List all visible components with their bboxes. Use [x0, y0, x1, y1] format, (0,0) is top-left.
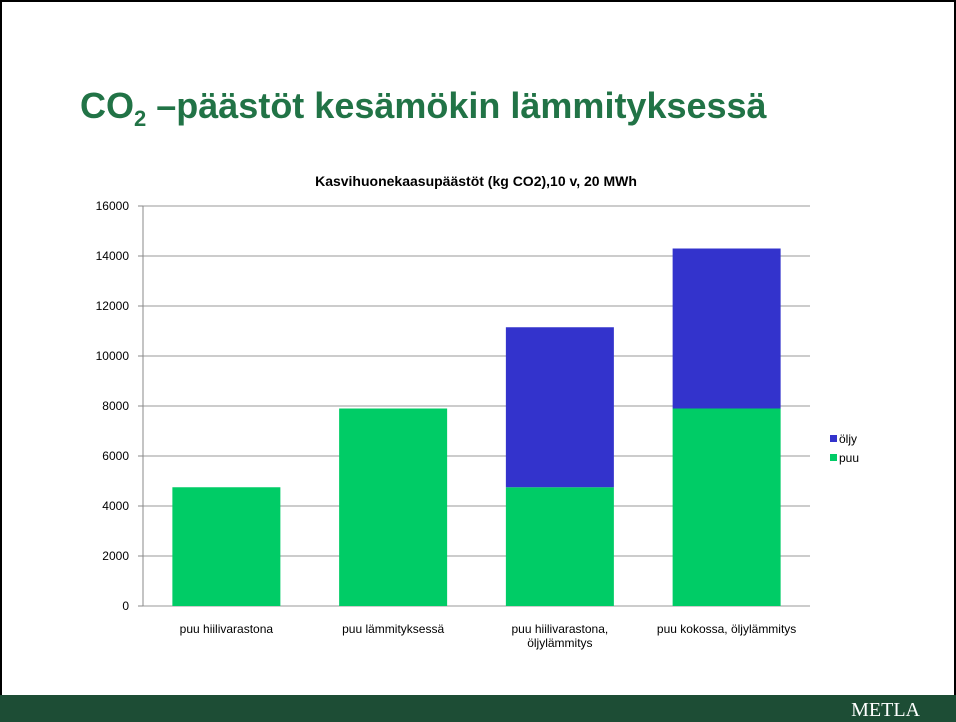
bar-segment — [672, 408, 781, 606]
legend-label: puu — [839, 451, 859, 465]
slide-title: CO2 –päästöt kesämökin lämmityksessä — [80, 85, 768, 131]
y-tick-label: 6000 — [102, 449, 129, 463]
x-tick-label: puu lämmityksessä — [342, 622, 445, 636]
x-tick-label: puu hiilivarastona — [179, 622, 274, 636]
bar-segment — [172, 487, 281, 606]
legend-swatch — [830, 435, 837, 442]
x-tick-label: puu hiilivarastona, öljylämmitys — [511, 622, 609, 650]
y-tick-label: 2000 — [102, 549, 129, 563]
y-tick-label: 16000 — [96, 199, 130, 213]
bar-segment — [505, 327, 614, 488]
bar-segment — [339, 408, 448, 606]
title-part: CO — [80, 85, 134, 126]
y-tick-label: 12000 — [96, 299, 130, 313]
title-subscript: 2 — [134, 106, 146, 131]
x-tick-label: puu kokossa, öljylämmitys — [656, 622, 797, 636]
legend-swatch — [830, 454, 837, 461]
y-tick-label: 0 — [122, 599, 129, 613]
y-tick-label: 4000 — [102, 499, 129, 513]
bar-segment — [672, 248, 781, 409]
title-part: –päästöt kesämökin lämmityksessä — [146, 85, 767, 126]
y-tick-label: 8000 — [102, 399, 129, 413]
chart-title: Kasvihuonekaasupäästöt (kg CO2),10 v, 20… — [315, 173, 637, 189]
y-tick-label: 14000 — [96, 249, 130, 263]
bar-segment — [505, 487, 614, 606]
footer-logo: METLA — [851, 699, 920, 721]
legend-label: öljy — [839, 432, 857, 446]
y-tick-label: 10000 — [96, 349, 130, 363]
footer-bar — [0, 695, 956, 722]
